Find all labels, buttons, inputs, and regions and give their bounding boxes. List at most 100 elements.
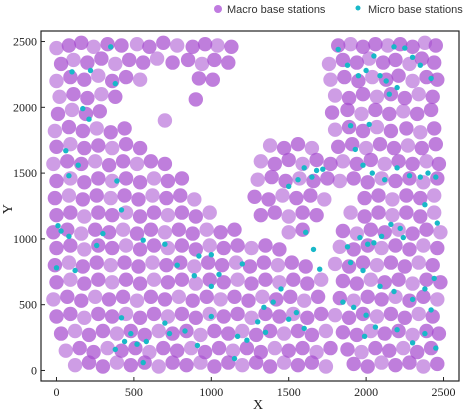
macro-station-point	[193, 355, 208, 370]
macro-station-point	[363, 152, 378, 168]
macro-station-point	[388, 358, 403, 373]
micro-station-point	[303, 229, 309, 235]
y-tick-label: 1500	[13, 166, 37, 180]
micro-station-point	[94, 242, 100, 249]
micro-station-point	[166, 330, 173, 337]
macro-station-point	[75, 192, 91, 207]
macro-station-point	[171, 222, 186, 237]
micro-station-point	[369, 170, 375, 176]
macro-station-point	[399, 121, 414, 136]
macro-station-point	[105, 240, 120, 256]
macro-station-point	[343, 37, 358, 52]
macro-station-point	[332, 239, 347, 254]
macro-station-point	[187, 192, 202, 207]
macro-station-point	[67, 323, 83, 339]
macro-station-point	[221, 55, 236, 70]
macro-station-point	[286, 272, 301, 287]
macro-station-point	[371, 205, 386, 220]
macro-station-point	[430, 292, 445, 307]
micro-station-point	[301, 165, 307, 171]
micro-station-point	[352, 146, 358, 153]
macro-station-point	[216, 275, 231, 290]
macro-station-point	[202, 205, 217, 220]
macro-station-point	[89, 121, 104, 136]
x-axis-ticks: 0 500 1000 1500 2000 2500	[53, 377, 456, 399]
y-axis-ticks: 0 500 1000 1500 2000 2500	[13, 35, 45, 377]
micro-station-point	[431, 275, 437, 282]
macro-station-point	[272, 309, 287, 324]
macro-station-point	[375, 55, 391, 70]
x-tick-label: 1500	[277, 385, 301, 399]
macro-station-point	[331, 139, 346, 154]
micro-station-point	[55, 223, 61, 229]
micro-station-point	[425, 170, 431, 176]
macro-station-point	[272, 275, 287, 290]
macro-station-point	[295, 222, 310, 237]
macro-station-point	[428, 38, 443, 53]
macro-station-point	[320, 171, 335, 186]
macro-station-point	[49, 40, 64, 56]
macro-station-point	[77, 276, 92, 291]
macro-station-point	[49, 208, 64, 223]
macro-station-point	[290, 137, 306, 152]
macro-station-point	[264, 169, 279, 185]
micro-station-point	[234, 333, 241, 339]
micro-station-point	[382, 177, 388, 183]
macro-station-point	[67, 358, 83, 373]
macro-station-point	[335, 273, 351, 289]
macro-station-point	[411, 306, 426, 322]
macro-station-point	[61, 188, 77, 203]
macro-station-point	[184, 340, 199, 356]
macro-station-point	[258, 272, 273, 287]
micro-station-point	[262, 329, 269, 335]
macro-station-point	[253, 154, 268, 169]
macro-station-point	[202, 306, 217, 322]
macro-station-point	[191, 71, 207, 86]
micro-station-point	[191, 273, 197, 279]
macro-station-point	[108, 89, 123, 105]
micro-station-point	[428, 75, 434, 82]
macro-station-point	[53, 56, 69, 72]
micro-station-point	[371, 53, 377, 59]
micro-station-point	[80, 105, 86, 112]
macro-station-point	[253, 208, 268, 223]
macro-station-point	[323, 156, 338, 172]
macro-station-point	[123, 358, 138, 373]
macro-station-point	[235, 358, 250, 373]
micro-station-point	[174, 262, 180, 268]
macro-station-point	[114, 38, 129, 53]
macro-station-point	[419, 154, 434, 169]
micro-station-point	[409, 340, 416, 346]
macro-station-point	[151, 359, 166, 374]
macro-station-point	[340, 102, 355, 118]
macro-station-point	[170, 38, 185, 53]
macro-station-point	[433, 225, 448, 240]
macro-station-point	[385, 208, 400, 223]
macro-station-point	[188, 209, 203, 224]
x-axis-label: X	[253, 398, 263, 413]
macro-station-point	[61, 255, 77, 270]
macro-station-point	[337, 69, 352, 85]
macro-station-point	[105, 275, 120, 290]
macro-station-point	[205, 72, 220, 87]
macro-station-point	[423, 340, 439, 356]
macro-station-point	[129, 293, 145, 308]
macro-station-point	[262, 138, 278, 153]
macro-station-point	[405, 39, 420, 54]
macro-station-point	[368, 340, 383, 356]
macro-station-point	[91, 272, 106, 287]
micro-station-point	[340, 299, 346, 305]
macro-station-point	[365, 69, 380, 85]
macro-station-point	[327, 122, 343, 137]
micro-station-point	[347, 259, 354, 266]
macro-station-point	[300, 276, 315, 291]
micro-station-point	[58, 228, 64, 234]
micro-station-point	[317, 266, 323, 272]
macro-station-point	[50, 106, 66, 122]
macro-station-point	[425, 309, 440, 324]
macro-station-point	[410, 106, 425, 122]
macro-station-point	[343, 205, 358, 220]
micro-station-point	[53, 265, 60, 271]
macro-station-point	[118, 272, 134, 287]
macro-station-point	[281, 343, 296, 358]
